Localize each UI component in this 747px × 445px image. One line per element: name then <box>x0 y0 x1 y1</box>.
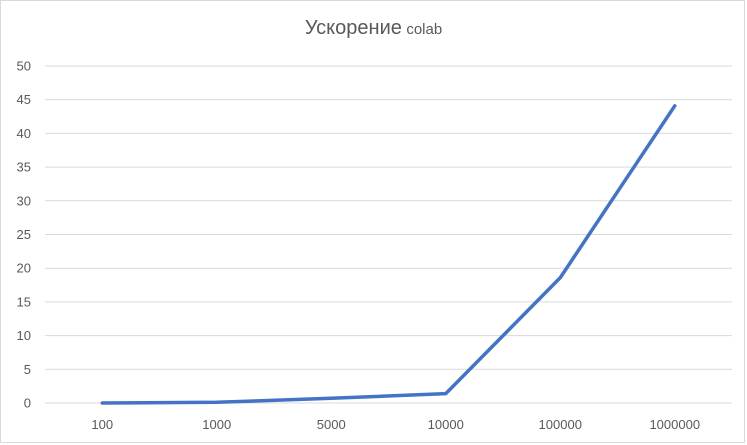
chart-title-main: Ускорение <box>304 17 402 39</box>
y-tick-label: 5 <box>24 362 31 377</box>
x-tick-label: 100 <box>91 417 113 432</box>
x-tick-label: 5000 <box>317 417 346 432</box>
x-tick-label: 1000 <box>202 417 231 432</box>
x-tick-label: 100000 <box>539 417 582 432</box>
series-layer <box>100 104 677 405</box>
y-tick-label: 40 <box>17 126 31 141</box>
series-line <box>100 104 677 405</box>
gridlines <box>45 65 732 404</box>
x-axis-ticks: 100 1000 5000 10000 100000 1000000 <box>91 417 700 432</box>
chart-title-suffix: colab <box>406 21 443 38</box>
y-tick-label: 35 <box>17 160 31 175</box>
y-tick-label: 50 <box>17 59 31 74</box>
y-tick-label: 10 <box>17 328 31 343</box>
y-axis-ticks: 0 5 10 15 20 25 30 35 40 45 50 <box>17 59 31 411</box>
y-tick-label: 20 <box>17 261 31 276</box>
y-tick-label: 30 <box>17 193 31 208</box>
y-tick-label: 15 <box>17 294 31 309</box>
y-tick-label: 25 <box>17 227 31 242</box>
x-tick-label: 10000 <box>428 417 464 432</box>
y-tick-label: 0 <box>24 396 31 411</box>
y-tick-label: 45 <box>17 92 31 107</box>
chart-title: Ускорение colab <box>1 17 746 40</box>
x-tick-label: 1000000 <box>649 417 700 432</box>
